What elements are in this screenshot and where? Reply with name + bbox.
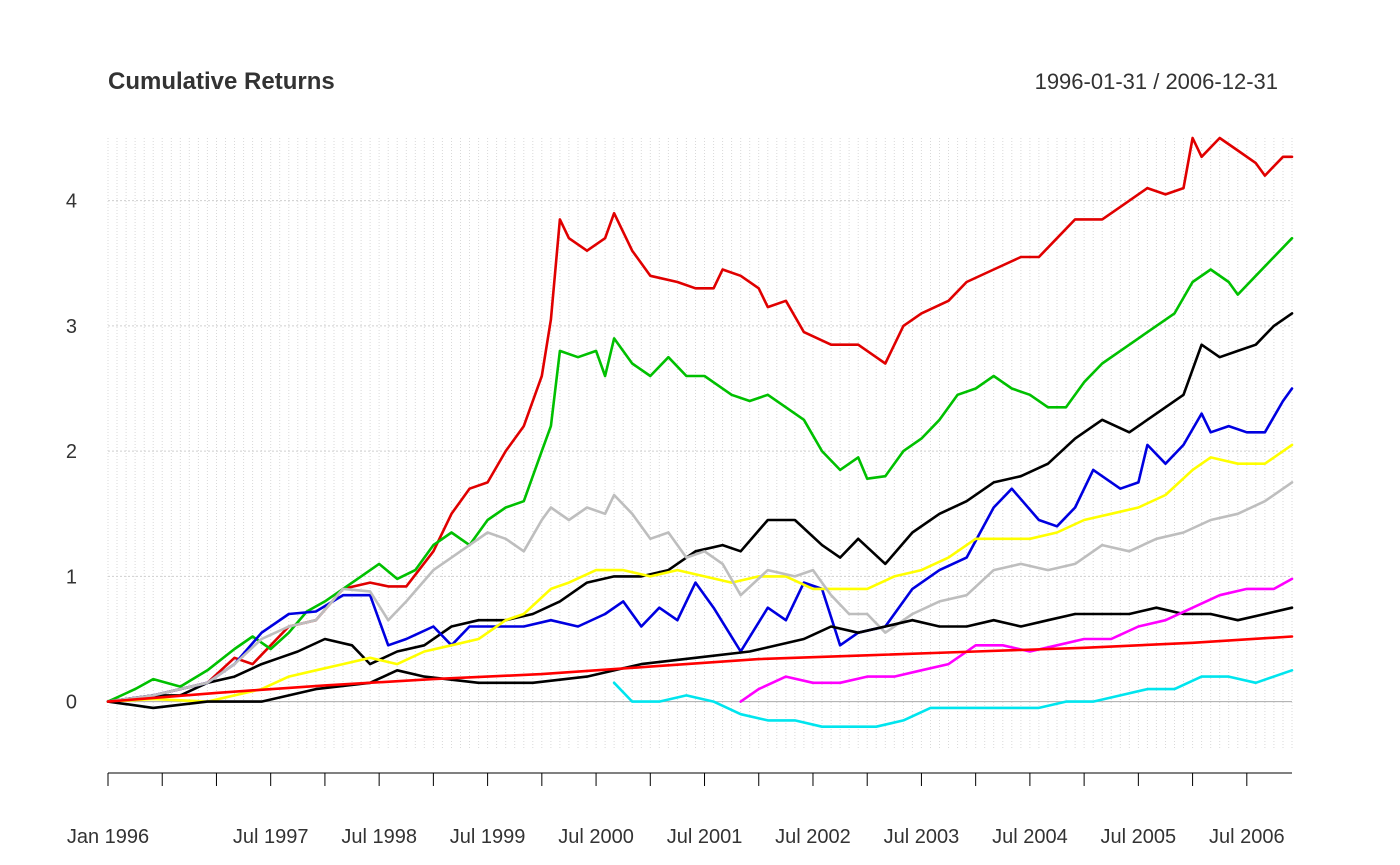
series-line-8	[739, 577, 1294, 703]
series-line-9	[612, 669, 1294, 728]
series-line-2	[106, 236, 1294, 703]
series-line-10	[106, 635, 1294, 703]
x-tick-label: Jul 2004	[992, 826, 1068, 848]
date-range-label: 1996-01-31 / 2006-12-31	[1035, 69, 1278, 94]
series-line-4	[106, 387, 1294, 703]
y-tick-label: 4	[66, 191, 77, 213]
y-tick-label: 1	[66, 566, 77, 588]
x-tick-label: Jul 1998	[341, 826, 417, 848]
axes: 0 1 2 3 4 Jan 1996 Jul 1997 Jul 1998 Jul 1999 Jul…	[66, 191, 1292, 848]
x-tick-label: Jul 1999	[450, 826, 526, 848]
y-tick-label: 3	[66, 316, 77, 338]
series-lines	[106, 136, 1294, 728]
x-tick-label: Jul 2001	[667, 826, 743, 848]
chart-title: Cumulative Returns	[108, 68, 335, 95]
y-tick-label: 0	[66, 692, 77, 714]
x-tick-label: Jul 2005	[1101, 826, 1177, 848]
x-tick-label: Jul 2002	[775, 826, 851, 848]
x-tick-label: Jul 1997	[233, 826, 309, 848]
series-line-6	[106, 481, 1294, 703]
y-tick-label: 2	[66, 441, 77, 463]
series-line-1	[106, 136, 1294, 703]
x-tick-label: Jul 2003	[884, 826, 960, 848]
x-tick-label: Jul 2000	[558, 826, 634, 848]
x-tick-label: Jul 2006	[1209, 826, 1285, 848]
series-line-5	[106, 443, 1294, 703]
series-line-3	[106, 312, 1294, 703]
x-tick-label: Jan 1996	[67, 826, 149, 848]
series-line-7	[106, 606, 1294, 710]
